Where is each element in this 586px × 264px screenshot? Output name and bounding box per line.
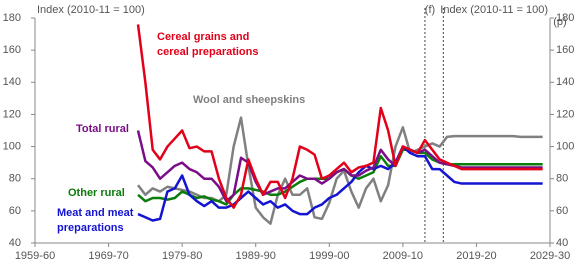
x-tick-label: 1999-00 <box>309 250 349 262</box>
y-axis-label: Index (2010-11 = 100) <box>37 4 145 16</box>
series-label: Cereal grains and cereal preparations <box>157 31 259 58</box>
series-line <box>136 130 543 203</box>
y2-tick-label: 40 <box>556 237 568 249</box>
y-tick-label: 60 <box>9 205 21 217</box>
y2-tick-label: 180 <box>556 12 574 24</box>
x-tick-label: 2029-30 <box>530 250 570 262</box>
projection-annotation: (p) <box>553 16 566 28</box>
y2-tick-label: 160 <box>556 44 574 56</box>
x-tick-label: 1959-60 <box>15 250 55 262</box>
x-tick-label: 1979-80 <box>162 250 202 262</box>
series-label: Wool and sheepskins <box>193 94 306 106</box>
series-label: Other rural <box>68 187 125 199</box>
y-tick-label: 40 <box>9 237 21 249</box>
y2-tick-label: 120 <box>556 108 574 120</box>
series-label: Total rural <box>76 123 129 135</box>
y-tick-label: 100 <box>3 140 21 152</box>
x-tick-label: 1989-90 <box>236 250 276 262</box>
series-label: Meat and meat preparations <box>57 207 134 234</box>
y-tick-label: 80 <box>9 173 21 185</box>
x-tick-label: 2009-10 <box>383 250 423 262</box>
y2-tick-label: 100 <box>556 140 574 152</box>
x-tick-label: 2019-20 <box>456 250 496 262</box>
y2-axis-label: Index (2010-11 = 100) <box>440 4 548 16</box>
forecast-annotation: (f) <box>425 4 435 16</box>
y-tick-label: 180 <box>3 12 21 24</box>
y-tick-label: 120 <box>3 108 21 120</box>
y2-tick-label: 60 <box>556 205 568 217</box>
y2-tick-label: 80 <box>556 173 568 185</box>
y-tick-label: 140 <box>3 76 21 88</box>
y-tick-label: 160 <box>3 44 21 56</box>
series-line <box>137 145 543 222</box>
y2-tick-label: 140 <box>556 76 574 88</box>
series-line <box>136 24 543 209</box>
x-tick-label: 1969-70 <box>88 250 128 262</box>
